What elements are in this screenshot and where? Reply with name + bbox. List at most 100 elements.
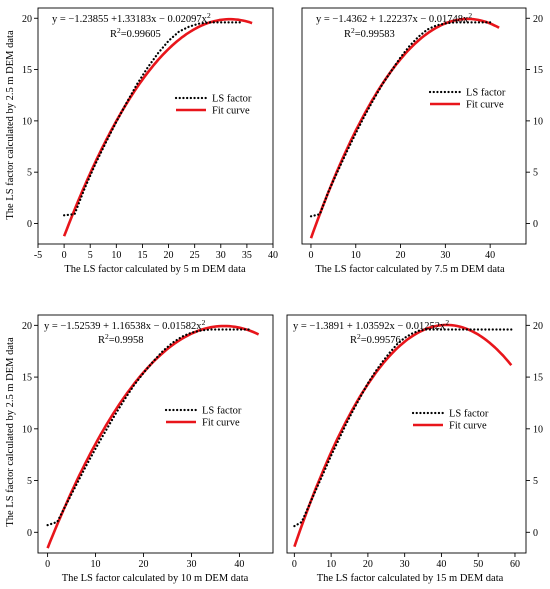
ls-factor-line xyxy=(293,328,513,528)
x-tick-label: 0 xyxy=(308,250,313,261)
x-tick-label: 0 xyxy=(45,559,50,570)
y-tick-label: 5 xyxy=(533,168,538,179)
fit-curve-line xyxy=(293,323,513,548)
x-tick-label: 0 xyxy=(62,250,67,261)
x-tick-label: 20 xyxy=(396,250,406,261)
legend-ls-factor-label: LS factor xyxy=(449,409,489,420)
y-tick-label: 20 xyxy=(22,14,32,25)
legend-ls-factor-label: LS factor xyxy=(466,88,506,99)
x-tick-label: 40 xyxy=(436,559,446,570)
r-squared-exponent: 2 xyxy=(357,332,361,341)
r-squared-exponent: 2 xyxy=(117,26,121,35)
fit-curve-line xyxy=(309,17,500,239)
r-squared-label: R xyxy=(110,29,117,40)
shared-ylabel-top: The LS factor calculated by 2.5 m DEM da… xyxy=(5,30,16,220)
y-tick-label: 15 xyxy=(22,373,32,384)
y-tick-label: 0 xyxy=(533,528,538,539)
x-tick-label: 50 xyxy=(473,559,483,570)
r-squared: R2=0.99576 xyxy=(350,332,401,346)
plot-frame xyxy=(286,314,527,554)
fit-equation-exponent: 2 xyxy=(445,318,449,327)
y-tick-label: 10 xyxy=(533,424,543,435)
r-squared-value: =0.99576 xyxy=(361,335,401,346)
r-squared-label: R xyxy=(98,335,105,346)
x-tick-label: 30 xyxy=(186,559,196,570)
y-tick-label: 15 xyxy=(22,65,32,76)
r-squared-label: R xyxy=(344,29,351,40)
x-axis-label: The LS factor calculated by 15 m DEM dat… xyxy=(317,573,504,584)
x-tick-label: 40 xyxy=(234,559,244,570)
x-tick-label: 20 xyxy=(164,250,174,261)
fit-equation-exponent: 2 xyxy=(468,11,472,20)
fit-equation-text: y = −1.4362 + 1.22237x − 0.01748x xyxy=(316,14,469,25)
plot-frame xyxy=(37,314,274,554)
x-tick-label: 40 xyxy=(485,250,495,261)
x-axis-label: The LS factor calculated by 7.5 m DEM da… xyxy=(315,264,505,275)
y-tick-label: 10 xyxy=(22,424,32,435)
fit-equation-text: y = −1.3891 + 1.03592x − 0.01252x xyxy=(293,321,446,332)
legend-fit-curve-label: Fit curve xyxy=(202,418,240,429)
x-tick-label: 10 xyxy=(351,250,361,261)
x-tick-label: 35 xyxy=(242,250,252,261)
r-squared-value: =0.99605 xyxy=(121,29,161,40)
fit-equation: y = −1.52539 + 1.16538x − 0.01582x2 xyxy=(44,318,206,332)
legend-ls-factor-label: LS factor xyxy=(212,94,252,105)
fit-equation-text: y = −1.52539 + 1.16538x − 0.01582x xyxy=(44,321,202,332)
x-tick-label: -5 xyxy=(34,250,42,261)
x-tick-label: 30 xyxy=(400,559,410,570)
r-squared: R2=0.99583 xyxy=(344,26,395,40)
chart-panel-bottom-left: 0 10 20 30 40 0 5 10 15 20 y = −1.52539 + 1.16538x… xyxy=(22,314,274,584)
x-tick-label: 0 xyxy=(292,559,297,570)
y-tick-label: 0 xyxy=(27,528,32,539)
ls-factor-line xyxy=(309,21,492,218)
r-squared: R2=0.9958 xyxy=(98,332,144,346)
r-squared: R2=0.99605 xyxy=(110,26,161,40)
x-tick-label: 60 xyxy=(510,559,520,570)
fit-equation: y = −1.4362 + 1.22237x − 0.01748x2 xyxy=(316,11,472,25)
x-axis-label: The LS factor calculated by 5 m DEM data xyxy=(64,264,246,275)
y-tick-label: 5 xyxy=(27,168,32,179)
fit-equation-exponent: 2 xyxy=(207,11,211,20)
y-tick-label: 5 xyxy=(27,476,32,487)
legend-fit-curve-label: Fit curve xyxy=(449,421,487,432)
x-tick-label: 20 xyxy=(139,559,149,570)
x-tick-label: 10 xyxy=(326,559,336,570)
x-tick-label: 30 xyxy=(216,250,226,261)
fit-curve-line xyxy=(62,17,253,237)
chart-panel-top-right: 0 10 20 30 40 0 5 10 15 20 y = −1.4362 + 1.22237x … xyxy=(301,7,543,275)
x-tick-label: 40 xyxy=(268,250,278,261)
r-squared-value: =0.9958 xyxy=(109,335,144,346)
y-tick-label: 15 xyxy=(533,373,543,384)
r-squared-exponent: 2 xyxy=(351,26,355,35)
x-tick-label: 30 xyxy=(440,250,450,261)
x-tick-label: 10 xyxy=(111,250,121,261)
shared-ylabel-bottom: The LS factor calculated by 2.5 m DEM da… xyxy=(5,337,16,527)
y-tick-label: 20 xyxy=(533,321,543,332)
ls-factor-line xyxy=(46,328,251,527)
fit-equation-exponent: 2 xyxy=(202,318,206,327)
fit-equation: y = −1.23855 +1.33183x − 0.02097x2 xyxy=(52,11,211,25)
y-tick-label: 10 xyxy=(22,116,32,127)
ls-factor-line xyxy=(62,21,243,217)
y-tick-label: 20 xyxy=(533,14,543,25)
plot-frame xyxy=(301,7,527,245)
x-tick-label: 25 xyxy=(190,250,200,261)
x-tick-label: 20 xyxy=(363,559,373,570)
x-tick-label: 15 xyxy=(137,250,147,261)
x-axis-label: The LS factor calculated by 10 m DEM dat… xyxy=(62,573,249,584)
y-tick-label: 20 xyxy=(22,321,32,332)
legend-fit-curve-label: Fit curve xyxy=(466,100,504,111)
y-tick-label: 15 xyxy=(533,65,543,76)
fit-equation: y = −1.3891 + 1.03592x − 0.01252x2 xyxy=(293,318,449,332)
fit-equation-text: y = −1.23855 +1.33183x − 0.02097x xyxy=(52,14,208,25)
plot-frame xyxy=(37,7,274,245)
y-tick-label: 0 xyxy=(27,219,32,230)
legend-fit-curve-label: Fit curve xyxy=(212,106,250,117)
legend-ls-factor-label: LS factor xyxy=(202,406,242,417)
fit-curve-line xyxy=(46,324,260,549)
y-tick-label: 5 xyxy=(533,476,538,487)
r-squared-value: =0.99583 xyxy=(355,29,395,40)
y-tick-label: 0 xyxy=(533,219,538,230)
y-tick-label: 10 xyxy=(533,116,543,127)
